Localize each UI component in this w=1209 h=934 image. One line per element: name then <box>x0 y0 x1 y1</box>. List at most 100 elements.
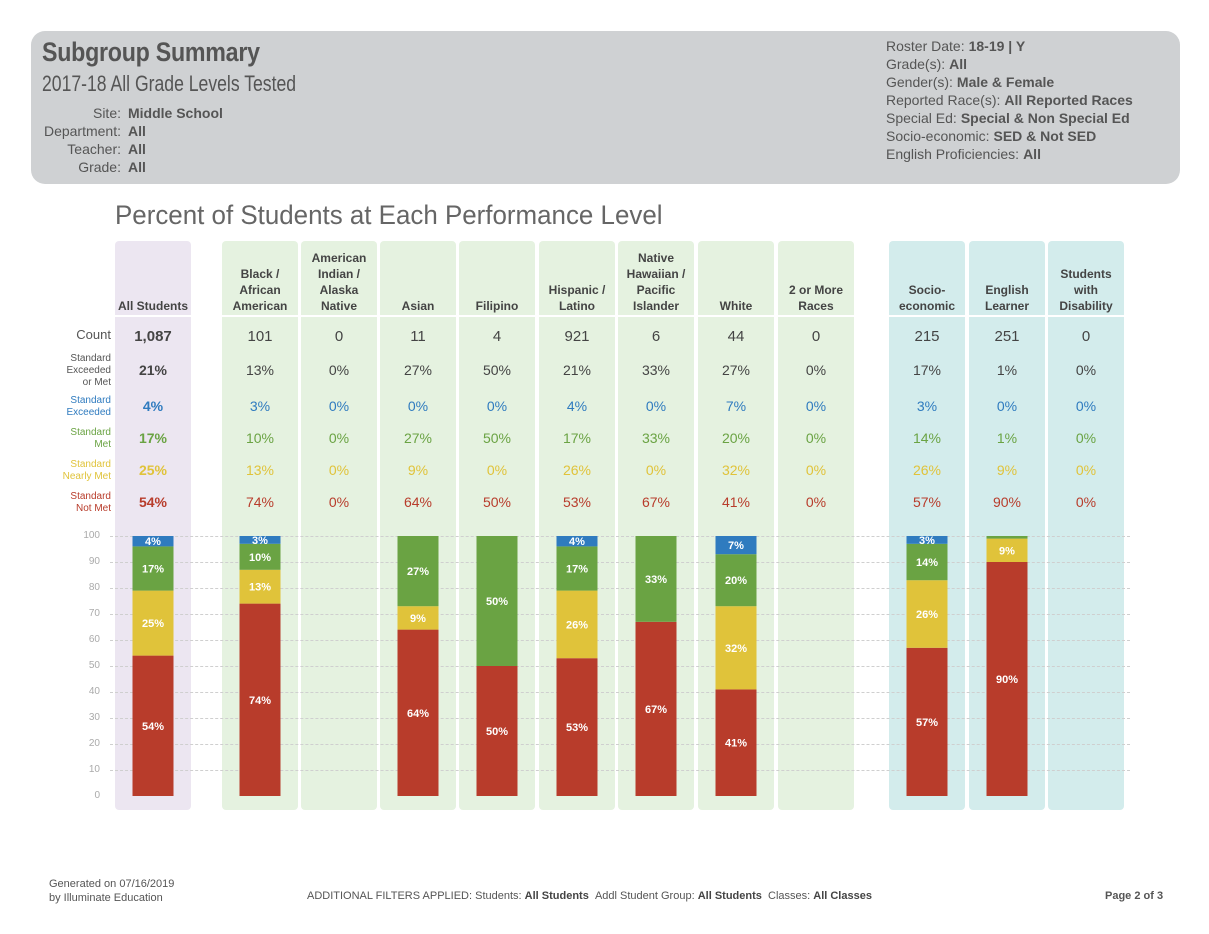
column-header: 2 or More Races <box>788 283 843 313</box>
bar-segment-not-met <box>715 689 757 796</box>
column-header: Filipino <box>475 299 519 313</box>
bar-segment-not-met <box>556 658 598 796</box>
column-background <box>1048 241 1124 810</box>
cell-nearly-met: 25% <box>138 462 168 478</box>
bar-data-label: 9% <box>999 545 1015 557</box>
bar-data-label: 4% <box>145 536 161 548</box>
cell-count: 44 <box>727 328 745 345</box>
gridline <box>110 536 1130 537</box>
cell-met: 50% <box>482 430 512 446</box>
gridline <box>110 770 1130 771</box>
bar-data-label: 20% <box>725 575 747 587</box>
header-divider <box>222 315 298 317</box>
teacher-row: Teacher: All <box>67 141 146 157</box>
header-divider <box>539 315 615 317</box>
cell-count: 921 <box>564 328 590 345</box>
bar-segment-nearly-met <box>239 569 281 604</box>
y-tick-label: 80 <box>88 582 100 593</box>
bar-segment-not-met <box>635 621 677 796</box>
filter-students-value: All Students <box>524 890 589 902</box>
cell-not-met: 74% <box>245 494 275 510</box>
cell-met: 33% <box>641 430 671 446</box>
gridline <box>110 666 1130 667</box>
cell-nearly-met: 9% <box>407 462 429 478</box>
row-label-met: Standard Met <box>70 427 111 450</box>
bar-data-label: 67% <box>645 704 667 716</box>
department-row: Department: All <box>43 123 146 139</box>
cell-met: 10% <box>245 430 275 446</box>
bar-data-label: 27% <box>407 566 429 578</box>
bar-segment-met <box>239 543 281 570</box>
cell-exceeded-or-met: 50% <box>482 362 512 378</box>
cell-nearly-met: 0% <box>805 462 827 478</box>
column-header: Students with Disability <box>1059 267 1113 313</box>
column-header: All Students <box>117 299 188 313</box>
cell-count: 11 <box>410 328 426 345</box>
bar-data-label: 26% <box>566 619 588 631</box>
cell-met: 27% <box>403 430 433 446</box>
column-header: Socio- economic <box>898 283 955 313</box>
cell-not-met: 41% <box>721 494 751 510</box>
y-tick-label: 70 <box>88 608 100 619</box>
filters-prefix: ADDITIONAL FILTERS APPLIED: <box>307 890 473 902</box>
bar-data-label: 50% <box>486 596 508 608</box>
column-header: American Indian / Alaska Native <box>311 251 367 313</box>
generated-date: Generated on 07/16/2019 <box>49 878 175 890</box>
cell-met: 1% <box>996 430 1018 446</box>
bar-segment-exceeded <box>715 536 757 555</box>
genders-row: Gender(s): Male & Female <box>886 74 1055 90</box>
column-header: Asian <box>401 299 435 313</box>
cell-exceeded: 0% <box>328 398 350 414</box>
cell-count: 101 <box>247 328 273 345</box>
header-divider <box>301 315 377 317</box>
bar-data-label: 10% <box>249 552 271 564</box>
header-divider <box>889 315 965 317</box>
bar-segment-met <box>635 536 677 622</box>
cell-not-met: 54% <box>138 494 168 510</box>
bar-data-label: 32% <box>725 643 747 655</box>
cell-exceeded: 0% <box>805 398 827 414</box>
cell-nearly-met: 13% <box>245 462 275 478</box>
gridline <box>110 718 1130 719</box>
y-tick-label: 90 <box>88 556 100 567</box>
cell-exceeded: 4% <box>566 398 588 414</box>
grades-row: Grade(s): All <box>886 56 968 72</box>
cell-exceeded-or-met: 27% <box>403 362 433 378</box>
roster-date-row: Roster Date: 18-19 | Y <box>886 38 1026 54</box>
cell-count: 1,087 <box>134 328 172 345</box>
cell-met: 0% <box>805 430 827 446</box>
cell-exceeded-or-met: 0% <box>328 362 350 378</box>
bar-segment-nearly-met <box>986 538 1028 562</box>
y-tick-label: 30 <box>88 712 100 723</box>
bar-data-label: 54% <box>142 721 164 733</box>
cell-met: 0% <box>1075 430 1097 446</box>
bar-segment-met <box>476 536 518 666</box>
cell-not-met: 57% <box>912 494 942 510</box>
column-header: Black / African American <box>232 267 288 313</box>
generated-info: Generated on 07/16/2019 by Illuminate Ed… <box>49 877 174 905</box>
row-label-not-met: Standard Not Met <box>70 491 111 514</box>
bar-data-label: 14% <box>916 557 938 569</box>
bar-data-label: 50% <box>486 726 508 738</box>
cell-nearly-met: 32% <box>721 462 751 478</box>
cell-met: 14% <box>912 430 942 446</box>
filter-group-key: Addl Student Group: <box>594 890 695 902</box>
bar-segment-not-met <box>397 629 439 796</box>
bar-segment-met <box>715 554 757 607</box>
report-scope: Site: Middle School Department: All Teache… <box>31 104 223 176</box>
column-background <box>778 241 854 810</box>
cell-nearly-met: 0% <box>328 462 350 478</box>
chart-title: Percent of Students at Each Performance … <box>115 200 663 230</box>
cell-count: 6 <box>651 328 661 345</box>
header-divider <box>115 315 191 317</box>
header-divider <box>969 315 1045 317</box>
header-divider <box>459 315 535 317</box>
cell-not-met: 53% <box>562 494 592 510</box>
y-tick-label: 0 <box>94 790 100 801</box>
cell-nearly-met: 9% <box>996 462 1018 478</box>
bar-segment-met <box>906 543 948 581</box>
report-header: Subgroup Summary 2017-18 All Grade Level… <box>31 31 1180 184</box>
cell-count: 215 <box>914 328 940 345</box>
bar-segment-exceeded <box>906 536 948 544</box>
